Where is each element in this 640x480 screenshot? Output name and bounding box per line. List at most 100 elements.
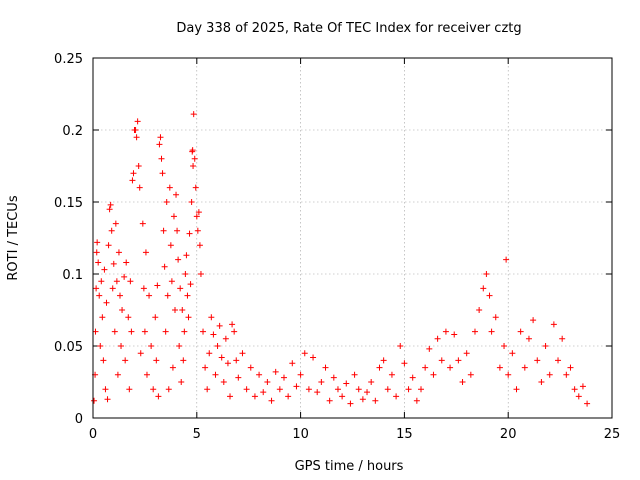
- data-points: [91, 111, 591, 407]
- data-point: [310, 354, 317, 361]
- data-point: [108, 227, 115, 234]
- data-point: [359, 396, 366, 403]
- data-point: [136, 184, 143, 191]
- data-point: [183, 252, 190, 259]
- data-point: [122, 357, 129, 364]
- data-point: [467, 371, 474, 378]
- data-point: [434, 335, 441, 342]
- data-point: [137, 350, 144, 357]
- data-point: [140, 285, 147, 292]
- data-point: [189, 147, 196, 154]
- data-point: [139, 220, 146, 227]
- data-point: [550, 321, 557, 328]
- data-point: [405, 386, 412, 393]
- data-point: [181, 328, 188, 335]
- data-point: [111, 328, 118, 335]
- x-tick-label: 25: [604, 427, 621, 442]
- data-point: [251, 393, 258, 400]
- data-point: [212, 371, 219, 378]
- data-point: [157, 134, 164, 141]
- plot-frame: [92, 57, 613, 419]
- data-point: [141, 328, 148, 335]
- data-point: [156, 141, 163, 148]
- data-point: [174, 227, 181, 234]
- data-point: [121, 273, 128, 280]
- data-point: [126, 386, 133, 393]
- data-point: [243, 386, 250, 393]
- data-point: [142, 249, 149, 256]
- data-point: [272, 368, 279, 375]
- data-point: [210, 331, 217, 338]
- data-point: [112, 220, 119, 227]
- data-point: [218, 354, 225, 361]
- data-point: [355, 386, 362, 393]
- y-tick-label: 0.1: [62, 268, 83, 283]
- data-point: [113, 278, 120, 285]
- data-point: [127, 278, 134, 285]
- data-point: [380, 357, 387, 364]
- data-point: [135, 163, 142, 169]
- data-point: [579, 383, 586, 390]
- data-point: [409, 374, 416, 381]
- data-point: [192, 184, 199, 191]
- data-point: [179, 307, 186, 313]
- data-point: [530, 317, 537, 324]
- data-point: [123, 259, 130, 266]
- data-point: [451, 331, 458, 338]
- data-point: [163, 199, 170, 205]
- data-point: [463, 350, 470, 357]
- data-point: [343, 380, 350, 387]
- data-point: [206, 350, 213, 357]
- data-point: [93, 249, 100, 256]
- data-point: [175, 256, 182, 263]
- data-point: [202, 364, 209, 371]
- data-point: [188, 199, 195, 205]
- data-point: [99, 314, 106, 321]
- data-point: [166, 184, 173, 191]
- data-point: [268, 397, 275, 404]
- x-axis-label: GPS time / hours: [295, 459, 404, 474]
- data-point: [483, 271, 490, 277]
- data-point: [534, 357, 541, 364]
- data-point: [559, 335, 566, 342]
- data-point: [169, 364, 176, 371]
- data-point: [418, 386, 425, 393]
- data-point: [455, 357, 462, 364]
- data-point: [438, 357, 445, 364]
- data-point: [426, 345, 433, 352]
- data-point: [200, 328, 207, 335]
- data-point: [571, 386, 578, 393]
- data-point: [191, 155, 198, 162]
- data-point: [488, 328, 495, 335]
- data-point: [130, 170, 137, 177]
- data-point: [280, 374, 287, 381]
- data-point: [384, 386, 391, 393]
- data-point: [132, 127, 139, 133]
- data-point: [318, 379, 325, 385]
- data-point: [176, 343, 183, 349]
- data-point: [422, 364, 429, 371]
- data-point: [214, 343, 221, 349]
- data-point: [116, 292, 123, 299]
- data-point: [182, 271, 189, 277]
- data-point: [105, 242, 112, 249]
- data-point: [301, 350, 308, 357]
- data-point: [196, 242, 203, 249]
- data-point: [521, 364, 528, 371]
- data-point: [173, 191, 180, 198]
- data-point: [159, 170, 166, 177]
- data-point: [133, 134, 140, 141]
- data-point: [160, 227, 167, 234]
- data-point: [459, 379, 466, 385]
- data-point: [442, 328, 449, 335]
- data-point: [109, 285, 116, 292]
- data-point: [118, 343, 125, 349]
- data-point: [231, 328, 238, 335]
- data-point: [187, 281, 194, 288]
- x-tick-label: 20: [500, 427, 517, 442]
- data-point: [146, 292, 153, 299]
- data-point: [538, 379, 545, 385]
- data-point: [172, 307, 179, 313]
- y-tick-label: 0.25: [54, 52, 83, 67]
